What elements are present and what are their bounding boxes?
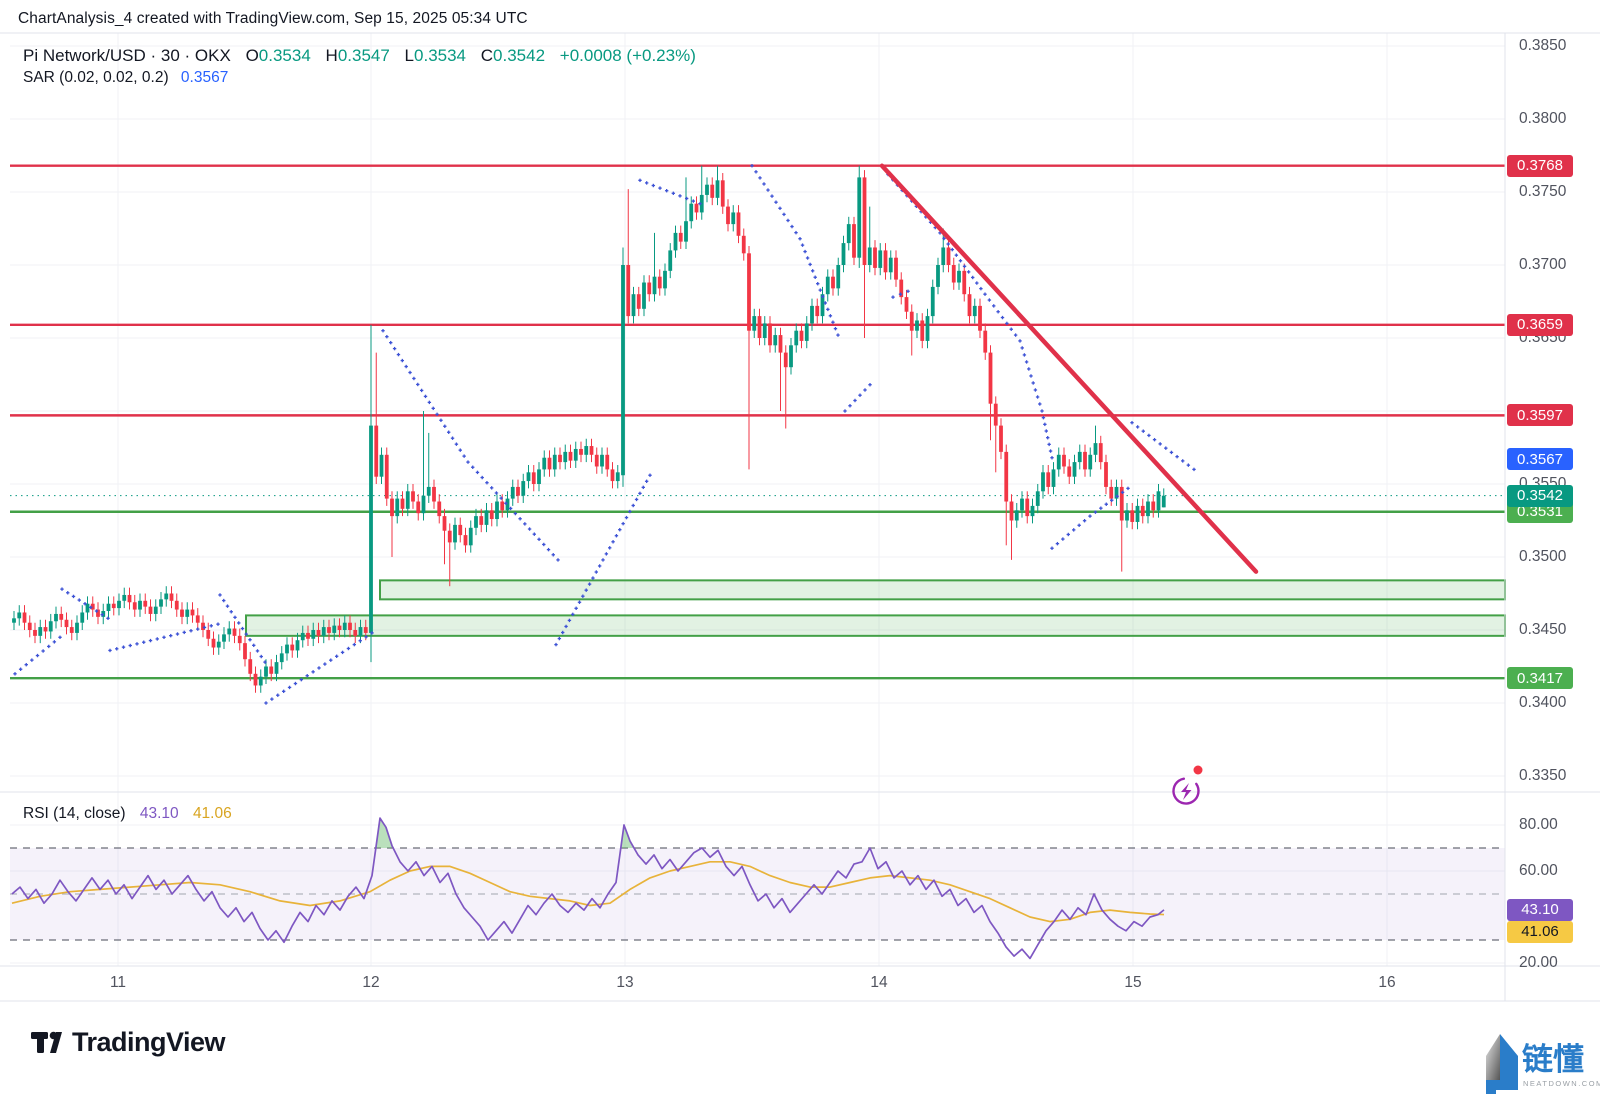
close-value: 0.3542 (493, 46, 546, 65)
resistance-badge-0.3597: 0.3597 (1507, 404, 1573, 427)
change-value: +0.0008 (+0.23%) (559, 46, 696, 65)
current-price-badge: 0.3542 (1507, 484, 1573, 507)
rsi-value: 43.10 (139, 805, 179, 822)
sar-indicator-legend[interactable]: SAR (0.02, 0.02, 0.2) 0.3567 (23, 69, 228, 87)
rsi-ma-value: 41.06 (192, 805, 232, 822)
sar-label: SAR (0.02, 0.02, 0.2) (23, 69, 169, 86)
price-tick-0.3700: 0.3700 (1519, 256, 1567, 273)
rsi-ma-line (11, 860, 1165, 923)
high-label: H (325, 46, 338, 65)
symbol-title: Pi Network/USD · 30 · OKX (23, 46, 231, 65)
rsi-tick-80.00: 80.00 (1519, 816, 1558, 833)
rsi-line (11, 817, 1165, 960)
tradingview-logo-icon (31, 1031, 62, 1053)
price-tick-0.3450: 0.3450 (1519, 621, 1567, 638)
lightning-marker-icon[interactable] (1169, 765, 1204, 809)
price-tick-0.3750: 0.3750 (1519, 183, 1567, 200)
page-title: ChartAnalysis_4 created with TradingView… (18, 10, 528, 27)
neatdown-logo-icon (1486, 1034, 1518, 1094)
low-value: 0.3534 (414, 46, 467, 65)
neatdown-tagline: NEATDOWN.COM (1523, 1079, 1600, 1088)
support-zone (245, 614, 1506, 637)
symbol-legend[interactable]: Pi Network/USD · 30 · OKX O0.3534 H0.354… (23, 46, 696, 66)
rsi-label: RSI (14, close) (23, 805, 126, 822)
price-tick-0.3350: 0.3350 (1519, 767, 1567, 784)
time-tick-12: 12 (362, 974, 380, 991)
candlestick-series (12, 165, 1166, 693)
rsi-overbought-area (375, 818, 394, 848)
resistance-badge-0.3768: 0.3768 (1507, 154, 1573, 177)
open-label: O (245, 46, 259, 65)
support-zone (379, 579, 1506, 601)
high-value: 0.3547 (337, 46, 390, 65)
rsi-tick-60.00: 60.00 (1519, 862, 1558, 879)
support-badge-0.3417: 0.3417 (1507, 667, 1573, 690)
sar-dots (13, 164, 1196, 705)
resistance-badge-0.3659: 0.3659 (1507, 313, 1573, 336)
rsi-indicator-legend[interactable]: RSI (14, close) 43.10 41.06 (23, 805, 232, 823)
rsi-value-badge: 43.10 (1507, 898, 1573, 921)
close-label: C (480, 46, 494, 65)
price-tick-0.3800: 0.3800 (1519, 110, 1567, 127)
time-tick-14: 14 (870, 974, 888, 991)
neatdown-logo-text: 链懂 (1522, 1042, 1584, 1077)
price-tick-0.3500: 0.3500 (1519, 548, 1567, 565)
rsi-ma-value-badge: 41.06 (1507, 920, 1573, 943)
tradingview-logo[interactable]: TradingView (30, 1026, 226, 1059)
downtrend-line (879, 163, 1259, 574)
low-label: L (404, 46, 415, 65)
sar-value: 0.3567 (180, 69, 229, 86)
price-tick-0.3400: 0.3400 (1519, 694, 1567, 711)
tradingview-logo-text: TradingView (72, 1027, 226, 1057)
time-tick-11: 11 (109, 974, 127, 991)
open-value: 0.3534 (258, 46, 311, 65)
time-tick-13: 13 (616, 974, 634, 991)
time-tick-15: 15 (1124, 974, 1142, 991)
price-tick-0.3850: 0.3850 (1519, 37, 1567, 54)
sar-value-badge: 0.3567 (1507, 448, 1573, 471)
time-tick-16: 16 (1378, 974, 1396, 991)
rsi-tick-20.00: 20.00 (1519, 954, 1558, 971)
